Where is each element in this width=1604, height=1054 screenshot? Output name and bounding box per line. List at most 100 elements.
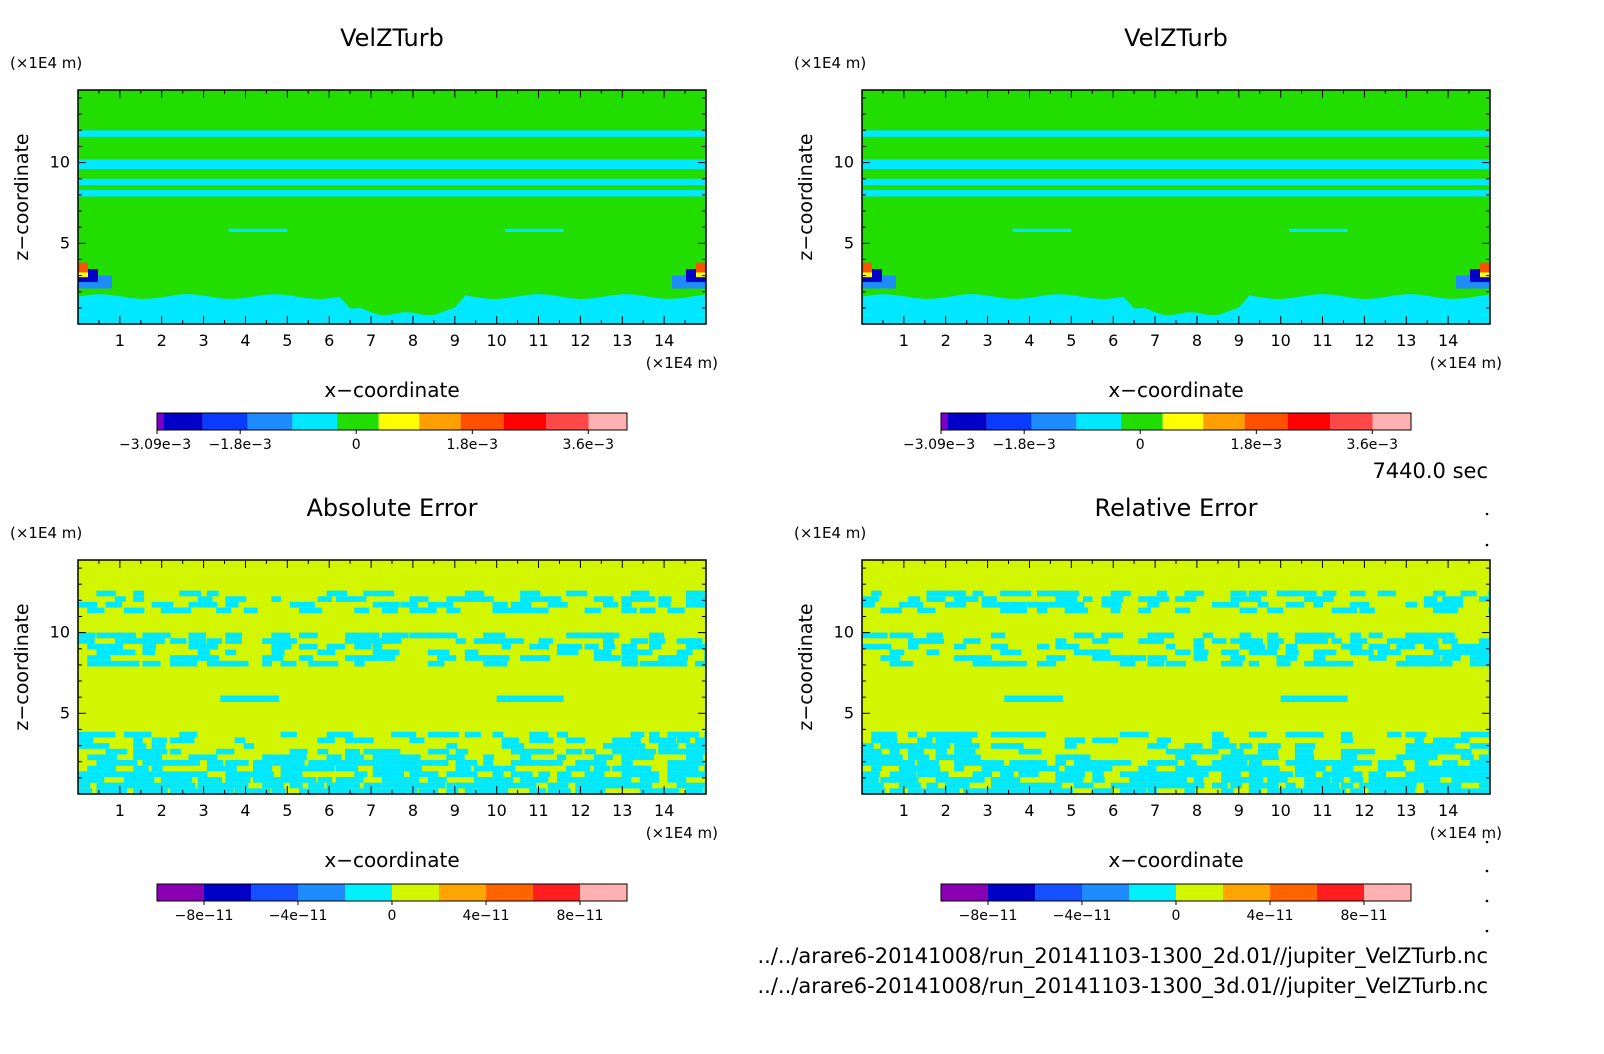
x-tick-label: 5: [282, 331, 292, 350]
x-tick-label: 7: [1150, 801, 1160, 820]
axis-ticks: [78, 90, 706, 324]
x-tick-label: 13: [612, 331, 632, 350]
colorbar: −8e−11 −4e−11 0 4e−11 8e−11: [156, 883, 628, 924]
colorbar-swatch: [503, 413, 546, 430]
x-tick-label: 6: [1108, 331, 1118, 350]
x-axis-unit: (×1E4 m): [646, 824, 718, 842]
x-tick-label: 9: [1234, 331, 1244, 350]
y-tick-label: 10: [50, 623, 70, 642]
colorbar-swatch: [1372, 413, 1411, 430]
x-tick-label: 2: [941, 331, 951, 350]
contour-field: [862, 90, 1490, 324]
x-tick-label: 7: [366, 331, 376, 350]
colorbar-swatch: [157, 884, 204, 901]
y-axis-unit: (×1E4 m): [10, 524, 82, 542]
colorbar-swatch: [247, 413, 293, 430]
colorbar-swatch: [986, 413, 1032, 430]
x-tick-label: 8: [1192, 331, 1202, 350]
x-tick-label: 12: [1354, 801, 1374, 820]
colorbar-swatch: [588, 413, 627, 430]
time-label: 7440.0 sec: [1372, 459, 1488, 483]
y-tick-label: 5: [60, 703, 70, 722]
x-tick-label: 4: [240, 331, 250, 350]
x-axis-unit: (×1E4 m): [1430, 824, 1502, 842]
contour-regions: [862, 130, 1490, 324]
axis-ticks: [78, 560, 706, 794]
colorbar-label: 3.6e−3: [1347, 437, 1399, 453]
x-axis-label: x−coordinate: [1108, 848, 1243, 872]
x-tick-label: 4: [240, 801, 250, 820]
colorbar-swatch: [1162, 413, 1204, 430]
colorbar-swatch: [1364, 884, 1411, 901]
colorbar-swatch: [1330, 413, 1373, 430]
colorbar-swatch: [1270, 884, 1317, 901]
colorbar-swatch: [1121, 413, 1163, 430]
colorbar-swatch: [947, 413, 987, 430]
x-tick-label: 14: [1438, 331, 1458, 350]
x-tick-label: 5: [282, 801, 292, 820]
x-tick-label: 5: [1066, 331, 1076, 350]
x-tick-label: 1: [115, 331, 125, 350]
x-tick-label: 11: [1312, 801, 1332, 820]
colorbar-label: 1.8e−3: [447, 437, 499, 453]
y-tick-label: 10: [834, 153, 854, 172]
colorbar-swatch: [204, 884, 251, 901]
x-tick-label: 13: [612, 801, 632, 820]
y-axis-label: z−coordinate: [11, 603, 33, 730]
colorbar-swatch: [460, 413, 504, 430]
x-tick-label: 14: [654, 801, 674, 820]
x-tick-label: 1: [899, 331, 909, 350]
colorbar-swatch: [1031, 413, 1077, 430]
x-tick-label: 8: [408, 331, 418, 350]
colorbar-label: 4e−11: [1246, 908, 1293, 924]
colorbar-label: −4e−11: [269, 908, 328, 924]
x-tick-label: 12: [570, 801, 590, 820]
colorbar-swatch: [251, 884, 298, 901]
x-tick-label: 9: [1234, 801, 1244, 820]
axis-ticks: [862, 90, 1490, 324]
x-tick-label: 6: [1108, 801, 1118, 820]
colorbar-swatch: [1223, 884, 1270, 901]
colorbar-swatch: [546, 413, 589, 430]
x-tick-label: 12: [1354, 331, 1374, 350]
x-tick-label: 14: [1438, 801, 1458, 820]
colorbar-swatch: [580, 884, 627, 901]
x-tick-label: 13: [1396, 331, 1416, 350]
x-tick-label: 12: [570, 331, 590, 350]
x-tick-label: 10: [1270, 801, 1290, 820]
colorbar-label: −3.09e−3: [119, 437, 191, 453]
colorbar-swatch: [1129, 884, 1176, 901]
colorbar-label: 8e−11: [1340, 908, 1387, 924]
colorbar-label: 0: [1136, 437, 1145, 453]
chart-title: Absolute Error: [306, 494, 477, 522]
x-axis-unit: (×1E4 m): [1430, 354, 1502, 372]
x-tick-label: 10: [486, 331, 506, 350]
x-tick-label: 2: [157, 331, 167, 350]
x-tick-label: 3: [199, 331, 209, 350]
colorbar-swatch: [1203, 413, 1245, 430]
axis-ticks: [862, 560, 1490, 794]
colorbar-swatch: [1076, 413, 1122, 430]
contour-regions: [862, 590, 1490, 794]
x-axis-unit: (×1E4 m): [646, 354, 718, 372]
x-tick-label: 3: [983, 331, 993, 350]
colorbar-label: 0: [352, 437, 361, 453]
colorbar-label: 4e−11: [462, 908, 509, 924]
colorbar-swatch: [1244, 413, 1288, 430]
source-file-2d: ../../arare6-20141008/run_20141103-1300_…: [757, 944, 1488, 969]
x-tick-label: 5: [1066, 801, 1076, 820]
colorbar-label: −8e−11: [175, 908, 234, 924]
y-tick-label: 5: [844, 233, 854, 252]
colorbar-swatch: [533, 884, 580, 901]
colorbar: −3.09e−3 −1.8e−3 0 1.8e−3 3.6e−3: [119, 412, 628, 453]
colorbar-label: −4e−11: [1053, 908, 1112, 924]
colorbar-label: 3.6e−3: [563, 437, 615, 453]
colorbar-label: 0: [1172, 908, 1181, 924]
x-tick-label: 3: [983, 801, 993, 820]
y-axis-label: z−coordinate: [795, 603, 817, 730]
colorbar-label: −8e−11: [959, 908, 1018, 924]
colorbar-swatch: [988, 884, 1035, 901]
